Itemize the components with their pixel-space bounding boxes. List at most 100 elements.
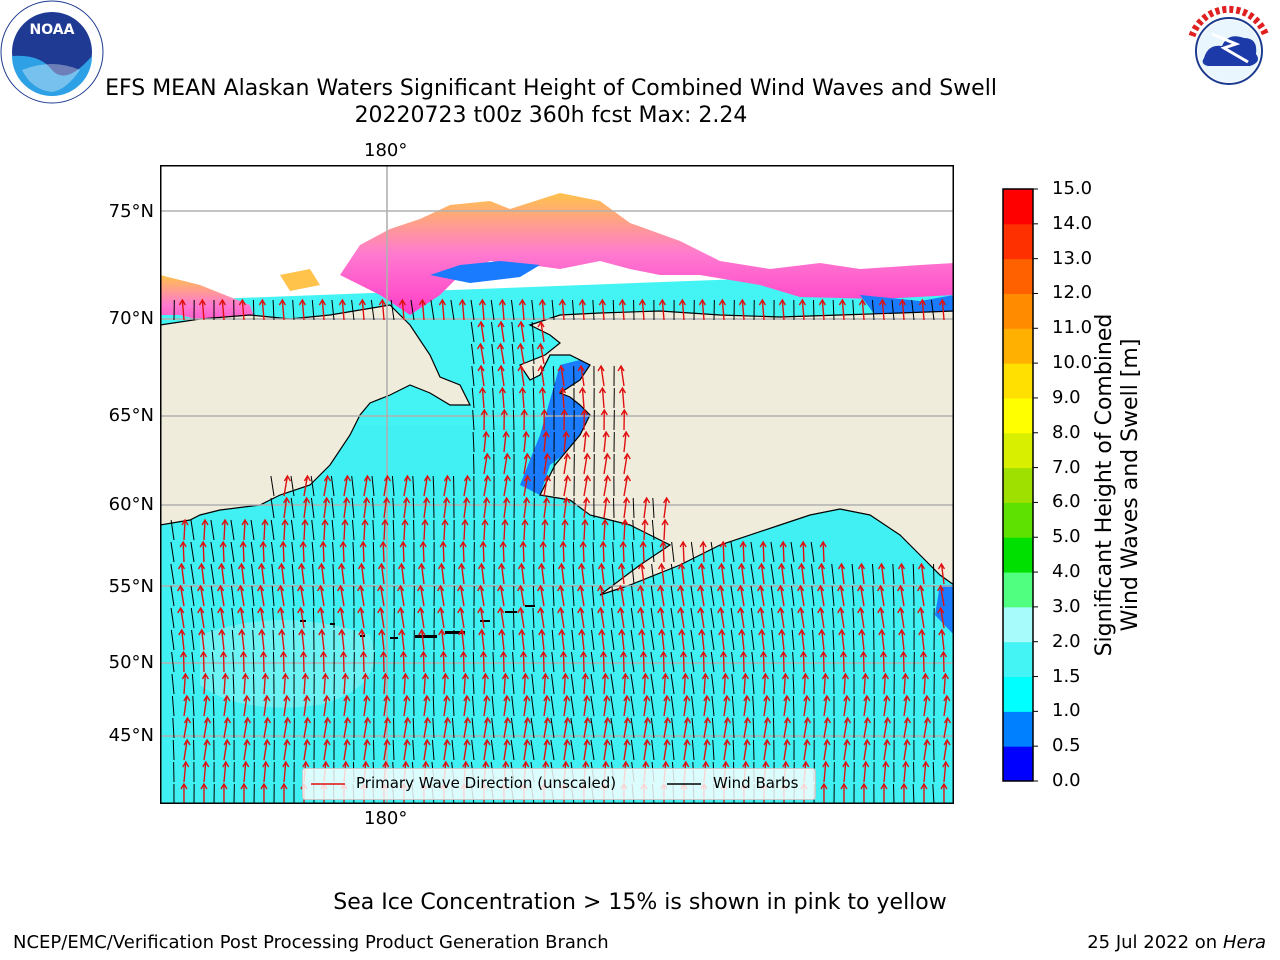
wind-barb	[511, 673, 515, 695]
wave-direction-arrow	[843, 716, 852, 739]
wave-direction-arrow	[781, 672, 789, 695]
wave-direction-arrow	[200, 782, 208, 804]
wave-direction-arrow	[718, 298, 726, 321]
wind-barb	[511, 343, 515, 365]
wave-direction-arrow	[321, 672, 329, 695]
wind-barb	[792, 695, 795, 717]
wind-barb	[312, 585, 315, 607]
wind-barb	[912, 783, 915, 804]
wave-direction-arrow	[363, 738, 371, 761]
wave-direction-arrow	[477, 364, 485, 387]
wind-barb	[392, 739, 395, 761]
wind-barb	[230, 563, 235, 585]
wave-direction-arrow	[743, 694, 751, 717]
wind-barb	[471, 365, 475, 387]
wave-direction-arrow	[541, 518, 549, 541]
wave-direction-arrow	[763, 716, 772, 739]
wind-barb	[330, 475, 335, 497]
colorbar-segment	[1003, 606, 1033, 643]
wave-direction-arrow	[621, 518, 629, 541]
wave-direction-arrow	[183, 738, 191, 761]
wave-direction-arrow	[459, 540, 467, 563]
wave-direction-arrow	[301, 672, 309, 695]
wave-direction-arrow	[538, 628, 546, 651]
wind-barb	[192, 717, 195, 739]
wave-direction-arrow	[779, 650, 788, 673]
colorbar-label-line1: Significant Height of Combined	[1092, 313, 1117, 657]
wind-barb	[670, 695, 675, 717]
wind-barb	[210, 541, 215, 563]
wind-barb	[511, 695, 515, 717]
wind-barb	[450, 299, 455, 321]
wind-barb	[332, 541, 335, 563]
wave-direction-arrow	[221, 518, 229, 541]
wind-barb	[352, 563, 355, 585]
wind-barb	[832, 607, 835, 629]
wind-barb	[752, 717, 755, 739]
wave-direction-arrow	[463, 474, 472, 497]
wind-barb	[730, 629, 735, 651]
wave-direction-arrow	[637, 562, 646, 585]
wind-barb	[172, 739, 175, 761]
wave-direction-arrow	[596, 584, 605, 607]
wave-direction-arrow	[856, 584, 865, 607]
wind-barb	[491, 343, 495, 365]
wave-direction-arrow	[181, 518, 189, 541]
wind-barb	[751, 651, 755, 673]
wind-barb	[471, 387, 475, 409]
wind-barb	[730, 585, 735, 607]
wind-barb	[790, 541, 795, 563]
wind-barb	[170, 629, 175, 651]
wave-direction-arrow	[357, 562, 366, 585]
wave-direction-arrow	[257, 606, 265, 629]
wave-direction-arrow	[563, 694, 571, 717]
wave-direction-arrow	[903, 694, 911, 717]
wave-direction-arrow	[558, 628, 566, 651]
wave-direction-arrow	[417, 562, 426, 585]
wind-barb	[531, 673, 535, 695]
wave-direction-arrow	[522, 430, 530, 453]
wind-barb	[311, 299, 315, 321]
wave-direction-arrow	[201, 518, 209, 541]
wind-barb	[332, 585, 335, 607]
wave-direction-arrow	[341, 518, 349, 541]
wave-direction-arrow	[577, 364, 585, 387]
wave-direction-arrow	[939, 650, 948, 673]
wave-direction-arrow	[676, 584, 685, 607]
wind-barb	[532, 607, 535, 629]
wave-direction-arrow	[319, 650, 328, 673]
colorbar-label: Significant Height of Combined Wind Wave…	[1092, 305, 1144, 665]
wind-barb	[252, 299, 255, 321]
wind-barb	[691, 695, 695, 717]
wave-direction-arrow	[598, 628, 606, 651]
wave-direction-arrow	[883, 694, 891, 717]
wind-barb	[591, 607, 595, 629]
wave-direction-arrow	[459, 650, 468, 673]
wave-direction-arrow	[243, 694, 251, 717]
colorbar-tick-label: 4.0	[1052, 561, 1081, 583]
wind-barb	[932, 783, 935, 804]
wave-direction-arrow	[898, 298, 906, 321]
wave-direction-arrow	[537, 562, 546, 585]
wave-direction-arrow	[783, 716, 792, 739]
wave-direction-arrow	[238, 628, 246, 651]
wind-barb	[532, 585, 535, 607]
wave-direction-arrow	[803, 738, 811, 761]
wave-direction-arrow	[496, 342, 505, 365]
wave-direction-arrow	[237, 562, 246, 585]
wind-barb	[912, 563, 915, 585]
wave-direction-arrow	[281, 518, 289, 541]
wind-barb	[791, 629, 795, 651]
wave-direction-arrow	[463, 738, 471, 761]
wind-barb	[351, 299, 355, 321]
wave-direction-arrow	[738, 628, 746, 651]
wave-direction-arrow	[263, 738, 271, 761]
wave-direction-arrow	[636, 584, 645, 607]
wave-direction-arrow	[303, 496, 311, 519]
wave-direction-arrow	[443, 738, 451, 761]
wind-barb	[790, 585, 795, 607]
wave-direction-arrow	[216, 584, 225, 607]
wind-barb	[691, 739, 695, 761]
wave-direction-arrow	[537, 606, 545, 629]
wave-direction-arrow	[339, 540, 347, 563]
